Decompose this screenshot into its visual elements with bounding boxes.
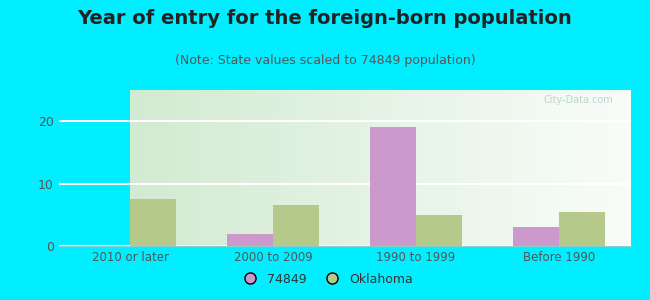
Text: Year of entry for the foreign-born population: Year of entry for the foreign-born popul… [77, 9, 573, 28]
Bar [416, 215, 462, 246]
Bar [273, 206, 318, 246]
Bar [130, 199, 176, 246]
Bar [559, 212, 604, 246]
Bar [227, 233, 273, 246]
Legend: 74849, Oklahoma: 74849, Oklahoma [232, 268, 418, 291]
Bar [514, 227, 559, 246]
Text: (Note: State values scaled to 74849 population): (Note: State values scaled to 74849 popu… [175, 54, 475, 67]
Text: City-Data.com: City-Data.com [543, 95, 614, 105]
Bar [370, 128, 416, 246]
